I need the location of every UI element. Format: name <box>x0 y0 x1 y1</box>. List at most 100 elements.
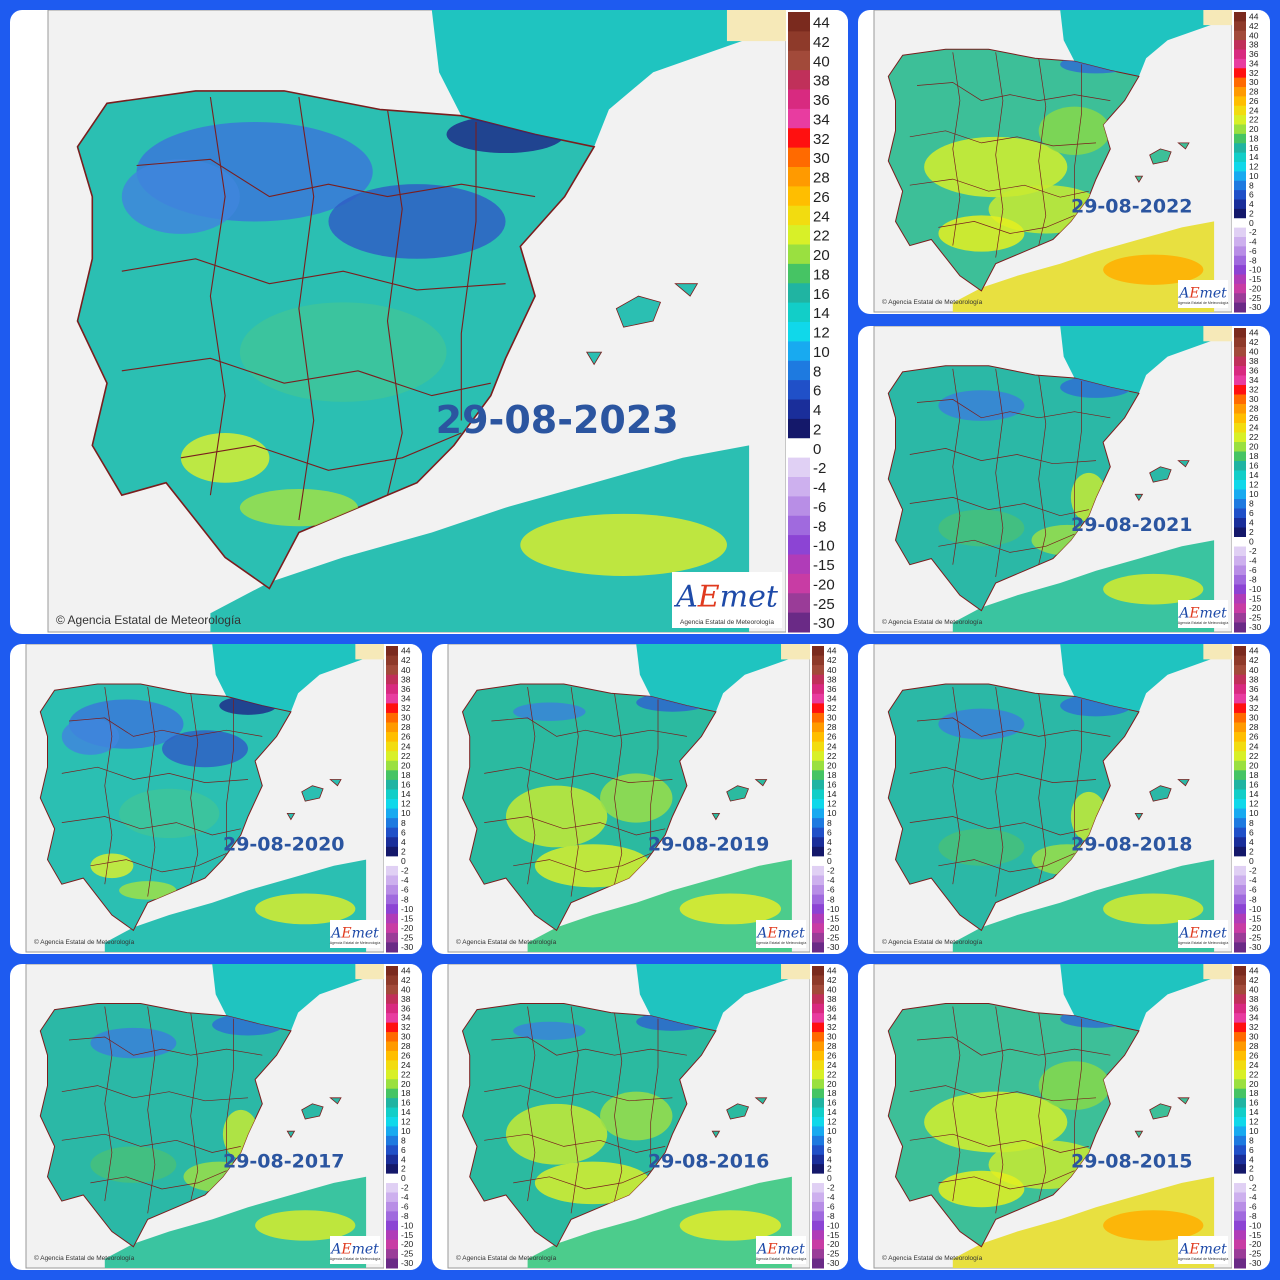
legend-tick-label: 8 <box>401 1135 406 1145</box>
legend-swatch <box>1234 508 1246 519</box>
legend-tick-label: 20 <box>1249 1079 1259 1089</box>
legend-swatch <box>812 732 824 743</box>
legend-tick-label: -15 <box>1249 274 1262 284</box>
legend-swatch <box>386 966 398 976</box>
legend-tick-label: 38 <box>1249 674 1259 684</box>
legend-swatch <box>1234 1220 1246 1231</box>
legend-tick-label: 0 <box>827 856 832 866</box>
legend-swatch <box>812 984 824 995</box>
balearic-island <box>286 812 296 821</box>
legend-tick-label: 12 <box>1249 162 1259 172</box>
color-scale-legend: 4442403836343230282624222018161412108642… <box>786 10 848 634</box>
legend-tick-label: 18 <box>1249 451 1259 461</box>
legend-swatch <box>1234 1032 1246 1042</box>
legend-tick-label: 18 <box>1249 133 1259 143</box>
legend-swatch <box>1234 227 1246 238</box>
legend-tick-label: -20 <box>401 923 414 933</box>
legend-tick-label: 2 <box>1249 527 1254 537</box>
legend-tick-label: 4 <box>401 837 406 847</box>
legend-swatch <box>1234 461 1246 471</box>
legend-swatch <box>788 205 810 226</box>
balearic-island <box>1177 142 1190 150</box>
legend-swatch <box>1234 124 1246 135</box>
legend-tick-label: -2 <box>813 460 826 477</box>
legend-tick-label: -8 <box>827 1211 835 1221</box>
legend-swatch <box>1234 87 1246 97</box>
legend-swatch <box>1234 655 1246 666</box>
legend-tick-label: 24 <box>1249 1060 1259 1070</box>
legend-swatch <box>1234 58 1246 69</box>
legend-swatch <box>788 89 810 110</box>
legend-swatch <box>1234 328 1246 338</box>
legend-swatch <box>386 932 398 943</box>
legend-tick-label: 6 <box>827 827 832 837</box>
legend-tick-label: 14 <box>401 789 411 799</box>
date-label: 29-08-2022 <box>1071 195 1193 217</box>
legend-tick-label: 32 <box>827 1022 837 1032</box>
legend-tick-label: 10 <box>401 808 411 818</box>
legend-tick-label: 40 <box>401 984 411 994</box>
legend-tick-label: -4 <box>827 1192 835 1202</box>
legend-swatch <box>386 712 398 723</box>
legend-tick-label: 28 <box>401 722 411 732</box>
legend-tick-label: 18 <box>827 770 837 780</box>
legend-tick-label: 16 <box>827 1098 837 1108</box>
legend-swatch <box>1234 546 1246 557</box>
legend-swatch <box>1234 722 1246 733</box>
legend-tick-label: 12 <box>1249 799 1259 809</box>
legend-swatch <box>1234 923 1246 934</box>
legend-tick-label: 6 <box>1249 827 1254 837</box>
legend-tick-label: 4 <box>1249 837 1254 847</box>
africa-region <box>104 859 367 952</box>
legend-tick-label: -4 <box>401 875 409 885</box>
legend-tick-label: 10 <box>1249 489 1259 499</box>
legend-swatch <box>812 846 824 857</box>
legend-swatch <box>812 760 824 771</box>
legend-swatch <box>1234 1230 1246 1241</box>
legend-tick-label: 28 <box>827 722 837 732</box>
legend-swatch <box>386 722 398 733</box>
legend-tick-label: 10 <box>1249 808 1259 818</box>
balearic-island <box>1134 812 1144 821</box>
legend-tick-label: 34 <box>827 693 837 703</box>
legend-swatch <box>1234 394 1246 405</box>
balearic-island <box>1177 1097 1190 1105</box>
legend-swatch <box>1234 1041 1246 1052</box>
legend-tick-label: 18 <box>401 770 411 780</box>
legend-tick-label: 40 <box>1249 30 1259 40</box>
legend-tick-label: 28 <box>1249 1041 1259 1051</box>
legend-swatch <box>1234 1098 1246 1109</box>
legend-tick-label: 0 <box>1249 856 1254 866</box>
legend-swatch <box>1234 827 1246 838</box>
legend-swatch <box>1234 77 1246 88</box>
legend-swatch <box>1234 133 1246 144</box>
legend-tick-label: -2 <box>1249 866 1257 876</box>
legend-tick-label: 38 <box>1249 994 1259 1004</box>
legend-tick-label: 2 <box>401 846 406 856</box>
legend-tick-label: 12 <box>401 1117 411 1127</box>
legend-swatch <box>788 535 810 555</box>
legend-tick-label: -30 <box>813 615 835 632</box>
legend-swatch <box>812 741 824 752</box>
africa-region <box>952 540 1215 632</box>
svg-text:AEmet: AEmet <box>755 1241 805 1257</box>
legend-swatch <box>788 593 810 614</box>
legend-tick-label: -4 <box>813 480 826 497</box>
africa-region <box>952 1176 1215 1268</box>
temperature-map: 29-08-2017 © Agencia Estatal de Meteorolo… <box>25 964 422 1270</box>
date-label: 29-08-2017 <box>223 1151 345 1173</box>
legend-tick-label: 0 <box>401 1173 406 1183</box>
legend-swatch <box>1234 1135 1246 1146</box>
france-region <box>1060 326 1211 394</box>
legend-tick-label: 22 <box>1249 751 1259 761</box>
legend-swatch <box>1234 1145 1246 1156</box>
balearic-island <box>726 1103 750 1120</box>
balearic-island <box>1177 779 1190 787</box>
balearic-island <box>1177 460 1190 468</box>
legend-tick-label: 40 <box>827 984 837 994</box>
legend-tick-label: 26 <box>1249 1050 1259 1060</box>
legend-tick-label: 26 <box>1249 413 1259 423</box>
legend-swatch <box>1234 1173 1246 1184</box>
legend-tick-label: 30 <box>813 150 830 167</box>
